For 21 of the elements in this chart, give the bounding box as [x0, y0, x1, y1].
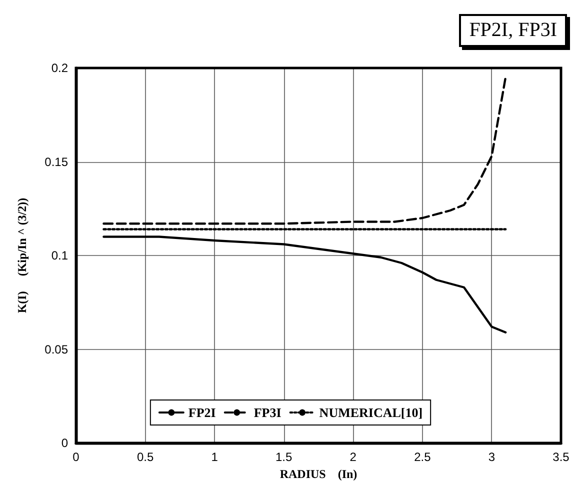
x-tick-label: 0.5	[136, 450, 154, 464]
y-tick-label: 0.05	[44, 342, 68, 356]
legend-label: FP2I	[188, 405, 216, 420]
y-tick-label: 0.1	[51, 248, 68, 262]
y-tick-label: 0.2	[51, 61, 68, 75]
legend-label: NUMERICAL[10]	[319, 405, 423, 420]
chart-title: FP2I, FP3I	[459, 14, 567, 47]
y-axis-title: K(I) (Kip/In ^ (3/2))	[15, 198, 29, 314]
legend-label: FP3I	[254, 405, 282, 420]
y-tick-label: 0.15	[44, 154, 68, 169]
x-axis-title: RADIUS (In)	[280, 466, 358, 481]
x-tick-label: 3.5	[552, 450, 570, 464]
x-tick-label: 1	[211, 450, 218, 464]
y-tick-label: 0	[61, 436, 68, 450]
x-tick-label: 1.5	[276, 450, 293, 464]
line-series	[102, 76, 507, 225]
line-series	[102, 236, 507, 334]
x-tick-label: 2.5	[414, 450, 432, 464]
x-tick-label: 3	[488, 450, 496, 464]
x-tick-label: 2	[350, 450, 357, 464]
x-tick-label: 0	[72, 450, 80, 464]
